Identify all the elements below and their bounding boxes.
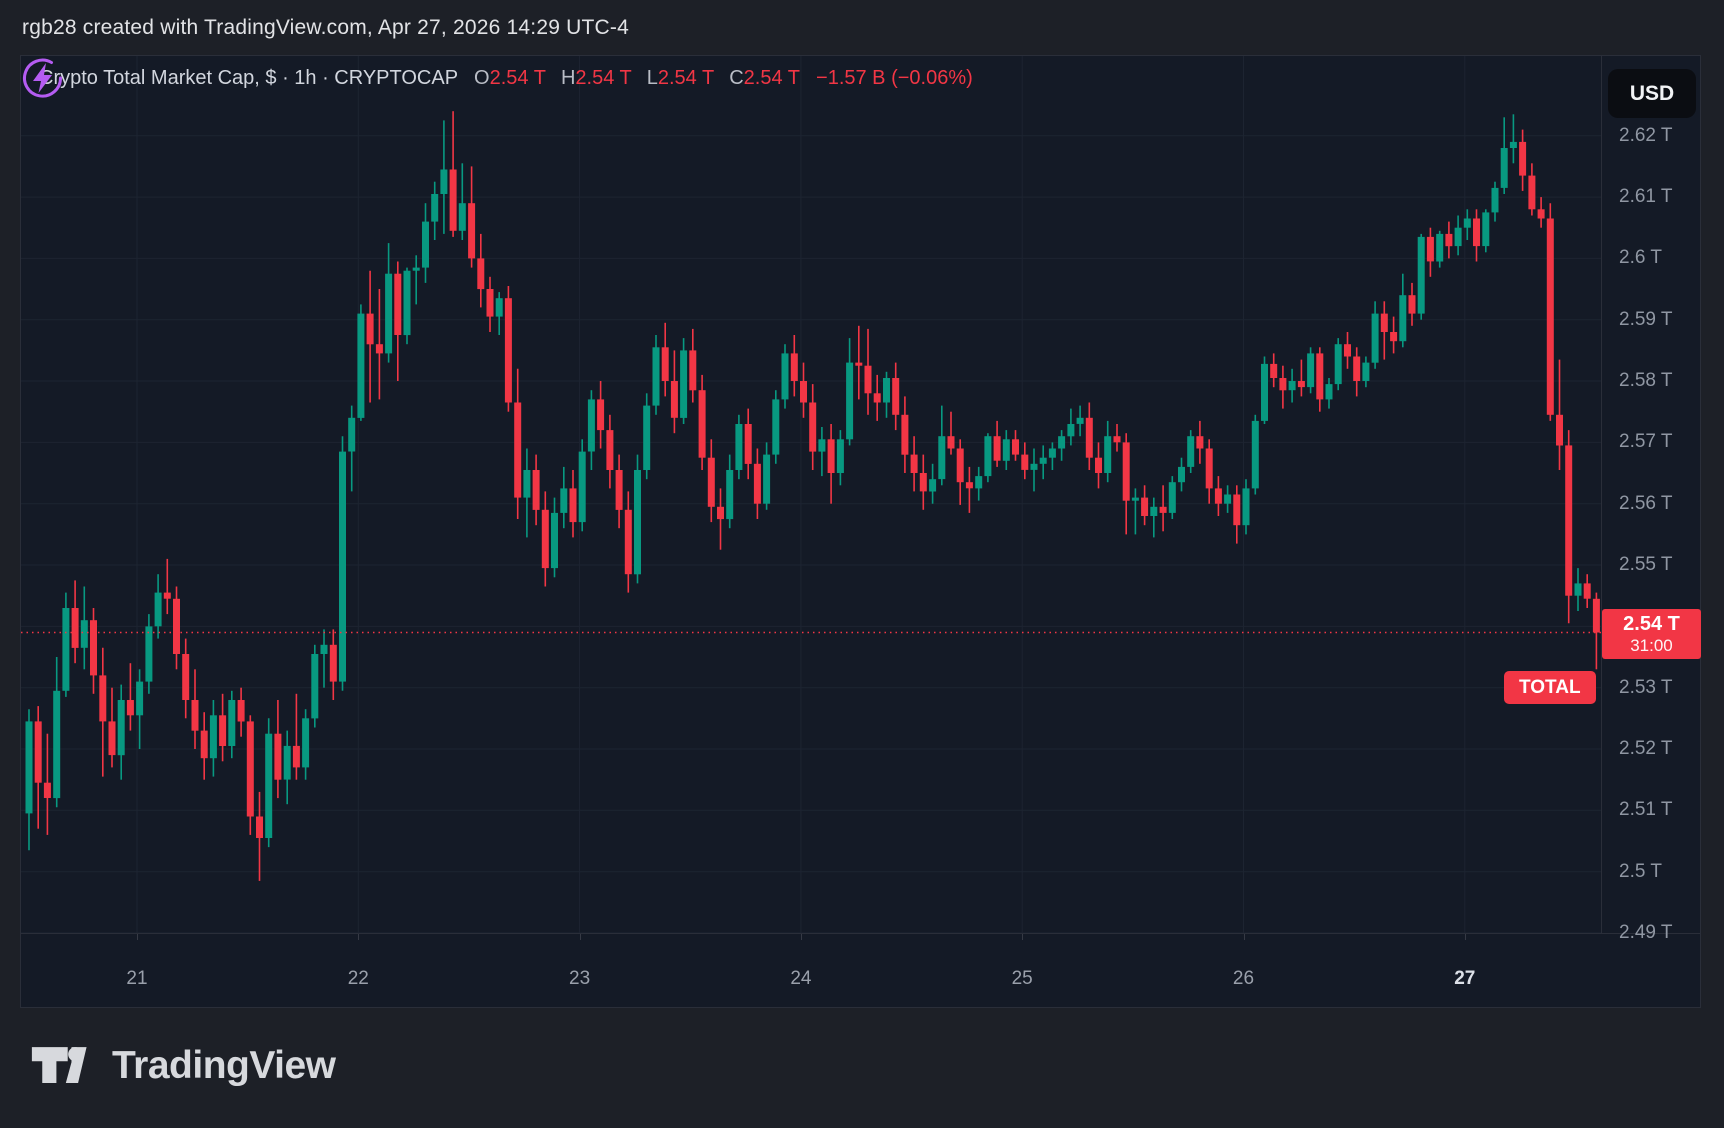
price-tick-label: 2.52 T <box>1619 738 1673 759</box>
price-tick-label: 2.62 T <box>1619 124 1673 146</box>
ohlc-pair: O2.54 T <box>474 67 546 89</box>
chart-pane[interactable]: Crypto Total Market Cap, $ · 1h · CRYPTO… <box>21 56 1601 933</box>
price-tick-label: 2.61 T <box>1619 186 1673 208</box>
currency-button[interactable]: USD <box>1608 69 1696 118</box>
ohlc-pair: L2.54 T <box>646 67 715 89</box>
ohlc-values: O2.54 T H2.54 T L2.54 T C2.54 T <box>474 67 800 90</box>
day-tick <box>358 934 360 940</box>
day-label: 21 <box>126 968 148 989</box>
price-tick-label: 2.53 T <box>1619 676 1673 698</box>
price-line-label: TOTAL <box>1504 671 1596 704</box>
day-tick <box>1022 934 1024 940</box>
symbol-legend: Crypto Total Market Cap, $ · 1h · CRYPTO… <box>39 67 973 90</box>
tradingview-logo: TradingView <box>30 1038 336 1094</box>
ohlc-pair: H2.54 T <box>560 67 632 89</box>
day-tick <box>137 934 138 940</box>
day-label: 27 <box>1454 968 1476 989</box>
bar-countdown: 31:00 <box>1630 635 1673 655</box>
tradingview-wordmark: TradingView <box>112 1044 336 1087</box>
attribution-text: rgb28 created with TradingView.com, Apr … <box>22 15 629 39</box>
price-tick-label: 2.58 T <box>1619 370 1673 392</box>
price-tick-label: 2.56 T <box>1619 492 1673 514</box>
price-tick-label: 2.55 T <box>1619 554 1673 576</box>
price-tick-label: 2.6 T <box>1619 247 1662 269</box>
tradingview-logo-icon <box>31 1047 87 1083</box>
ohlc-pair: C2.54 T <box>729 67 801 89</box>
day-tick <box>579 934 581 940</box>
day-label: 23 <box>569 968 591 989</box>
price-tick-label: 2.5 T <box>1619 860 1662 882</box>
price-tick-label: 2.59 T <box>1619 308 1673 330</box>
day-tick <box>800 934 802 940</box>
change-value: −1.57 B (−0.06%) <box>816 67 973 89</box>
last-price-label: 2.54 T 31:00 <box>1602 608 1701 659</box>
day-label: 24 <box>790 968 812 989</box>
day-tick <box>1243 934 1245 940</box>
day-label: 26 <box>1232 968 1255 989</box>
time-axis[interactable]: 21 22 23 24 25 26 27 <box>21 933 1700 1007</box>
symbol-title: Crypto Total Market Cap, $ · 1h · CRYPTO… <box>39 67 459 89</box>
price-tick-label: 2.51 T <box>1619 799 1673 821</box>
candlestick-chart[interactable] <box>21 56 1601 933</box>
price-tick-label: 2.57 T <box>1619 431 1673 453</box>
day-tick <box>1464 934 1466 940</box>
last-price-value: 2.54 T <box>1623 612 1680 635</box>
day-label: 22 <box>347 968 369 989</box>
day-label: 25 <box>1011 968 1033 989</box>
price-tick-label: 2.49 T <box>1619 922 1673 943</box>
realtime-flash-icon[interactable] <box>21 56 65 100</box>
attribution-bar: rgb28 created with TradingView.com, Apr … <box>0 0 1724 55</box>
price-axis[interactable]: USD 2.54 T 31:00 2.62 T 2.61 T 2.6 T 2.59 T… <box>1601 56 1701 943</box>
chart-frame: Crypto Total Market Cap, $ · 1h · CRYPTO… <box>20 55 1701 1008</box>
